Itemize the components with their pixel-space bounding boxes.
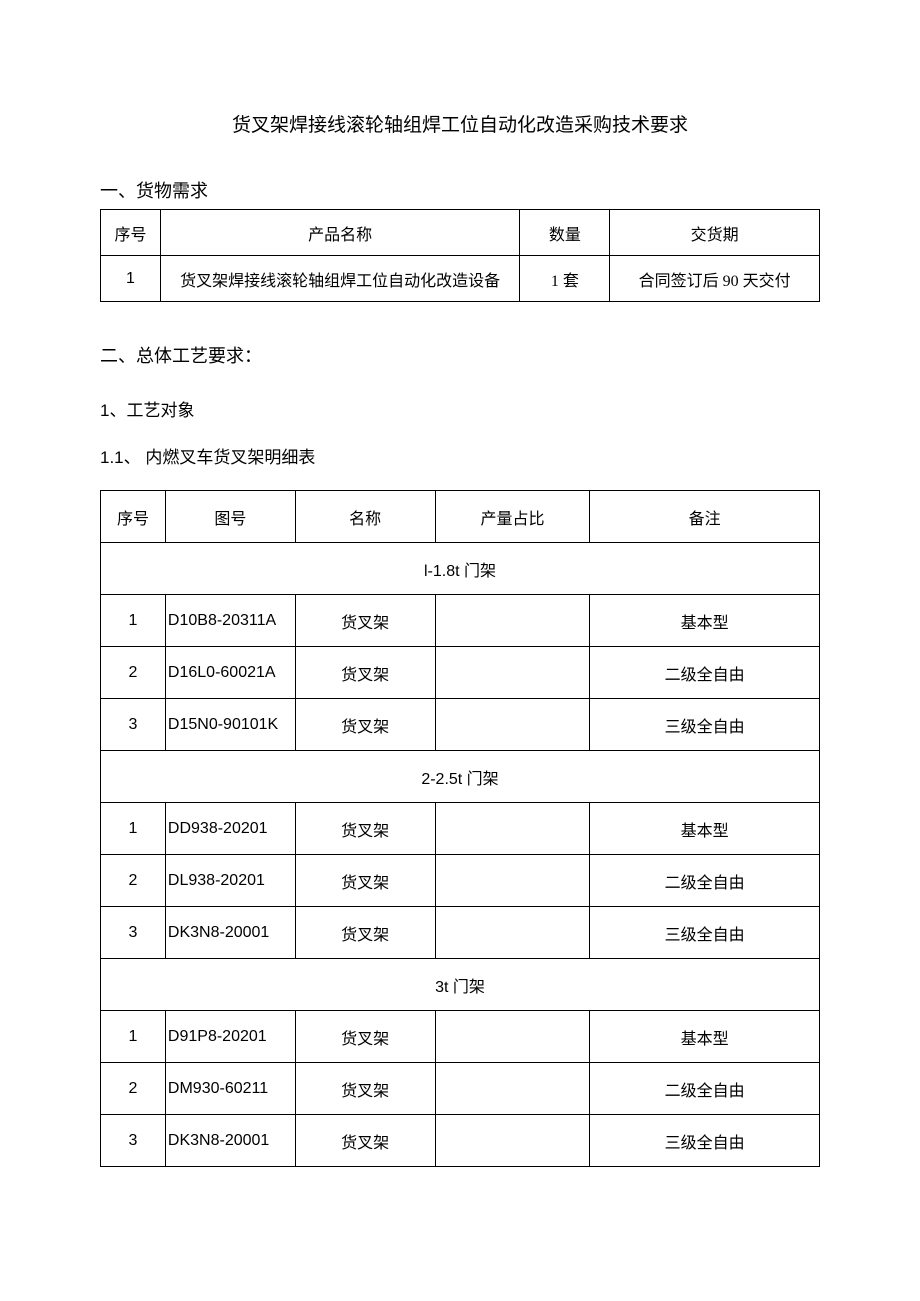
col-name: 产品名称 <box>160 210 519 256</box>
col-qty: 数量 <box>520 210 610 256</box>
group-header-row: l-1.8t 门架 <box>101 543 820 595</box>
cell-name: 货叉架 <box>295 1011 435 1063</box>
table-row: 2 DL938-20201 货叉架 二级全自由 <box>101 855 820 907</box>
cell-name: 货叉架焊接线滚轮轴组焊工位自动化改造设备 <box>160 256 519 302</box>
page-title: 货叉架焊接线滚轮轴组焊工位自动化改造采购技术要求 <box>100 110 820 137</box>
table-row: 2 DM930-60211 货叉架 二级全自由 <box>101 1063 820 1115</box>
sub-heading-1: 1、工艺对象 <box>100 396 820 421</box>
cell-fig: D91P8-20201 <box>165 1011 295 1063</box>
cell-fig: D16L0-60021A <box>165 647 295 699</box>
cell-qty: 1 套 <box>520 256 610 302</box>
cell-name: 货叉架 <box>295 1063 435 1115</box>
detail-table: 序号 图号 名称 产量占比 备注 l-1.8t 门架 1 D10B8-20311… <box>100 490 820 1167</box>
cell-ratio <box>435 1011 590 1063</box>
group-header-row: 2-2.5t 门架 <box>101 751 820 803</box>
table-row: 1 货叉架焊接线滚轮轴组焊工位自动化改造设备 1 套 合同签订后 90 天交付 <box>101 256 820 302</box>
cell-seq: 1 <box>101 803 166 855</box>
cell-name: 货叉架 <box>295 803 435 855</box>
col-delivery: 交货期 <box>610 210 820 256</box>
cell-name: 货叉架 <box>295 855 435 907</box>
cell-ratio <box>435 1115 590 1167</box>
cell-remark: 三级全自由 <box>590 1115 820 1167</box>
cell-seq: 3 <box>101 907 166 959</box>
col-remark: 备注 <box>590 491 820 543</box>
table-row: 3 DK3N8-20001 货叉架 三级全自由 <box>101 907 820 959</box>
cell-seq: 1 <box>101 256 161 302</box>
cell-seq: 2 <box>101 647 166 699</box>
table-row: 1 D91P8-20201 货叉架 基本型 <box>101 1011 820 1063</box>
cell-remark: 三级全自由 <box>590 907 820 959</box>
cell-name: 货叉架 <box>295 699 435 751</box>
cell-fig: DK3N8-20001 <box>165 1115 295 1167</box>
cell-remark: 基本型 <box>590 803 820 855</box>
table-header-row: 序号 图号 名称 产量占比 备注 <box>101 491 820 543</box>
group-label: 2-2.5t 门架 <box>101 751 820 803</box>
cell-ratio <box>435 595 590 647</box>
cell-ratio <box>435 647 590 699</box>
cell-name: 货叉架 <box>295 907 435 959</box>
cell-remark: 二级全自由 <box>590 855 820 907</box>
cell-ratio <box>435 855 590 907</box>
cell-fig: DK3N8-20001 <box>165 907 295 959</box>
cell-ratio <box>435 1063 590 1115</box>
cell-name: 货叉架 <box>295 595 435 647</box>
table-row: 3 D15N0-90101K 货叉架 三级全自由 <box>101 699 820 751</box>
goods-table: 序号 产品名称 数量 交货期 1 货叉架焊接线滚轮轴组焊工位自动化改造设备 1 … <box>100 209 820 302</box>
cell-fig: D15N0-90101K <box>165 699 295 751</box>
cell-ratio <box>435 907 590 959</box>
cell-name: 货叉架 <box>295 647 435 699</box>
table-row: 3 DK3N8-20001 货叉架 三级全自由 <box>101 1115 820 1167</box>
cell-ratio <box>435 803 590 855</box>
col-seq: 序号 <box>101 491 166 543</box>
col-fig: 图号 <box>165 491 295 543</box>
section2-heading: 二、总体工艺要求： <box>100 342 820 368</box>
cell-remark: 基本型 <box>590 595 820 647</box>
cell-seq: 2 <box>101 855 166 907</box>
cell-fig: D10B8-20311A <box>165 595 295 647</box>
cell-fig: DD938-20201 <box>165 803 295 855</box>
cell-remark: 二级全自由 <box>590 1063 820 1115</box>
cell-seq: 1 <box>101 595 166 647</box>
table-header-row: 序号 产品名称 数量 交货期 <box>101 210 820 256</box>
cell-remark: 三级全自由 <box>590 699 820 751</box>
cell-remark: 基本型 <box>590 1011 820 1063</box>
cell-seq: 3 <box>101 699 166 751</box>
cell-seq: 3 <box>101 1115 166 1167</box>
col-ratio: 产量占比 <box>435 491 590 543</box>
col-name: 名称 <box>295 491 435 543</box>
cell-seq: 2 <box>101 1063 166 1115</box>
cell-fig: DL938-20201 <box>165 855 295 907</box>
group-label: l-1.8t 门架 <box>101 543 820 595</box>
table-row: 1 DD938-20201 货叉架 基本型 <box>101 803 820 855</box>
table-row: 2 D16L0-60021A 货叉架 二级全自由 <box>101 647 820 699</box>
section1-heading: 一、货物需求 <box>100 177 820 203</box>
cell-seq: 1 <box>101 1011 166 1063</box>
cell-name: 货叉架 <box>295 1115 435 1167</box>
table-row: 1 D10B8-20311A 货叉架 基本型 <box>101 595 820 647</box>
group-header-row: 3t 门架 <box>101 959 820 1011</box>
cell-fig: DM930-60211 <box>165 1063 295 1115</box>
sub-heading-1-1: 1.1、 内燃叉车货叉架明细表 <box>100 443 820 468</box>
cell-ratio <box>435 699 590 751</box>
cell-remark: 二级全自由 <box>590 647 820 699</box>
col-seq: 序号 <box>101 210 161 256</box>
group-label: 3t 门架 <box>101 959 820 1011</box>
cell-delivery: 合同签订后 90 天交付 <box>610 256 820 302</box>
